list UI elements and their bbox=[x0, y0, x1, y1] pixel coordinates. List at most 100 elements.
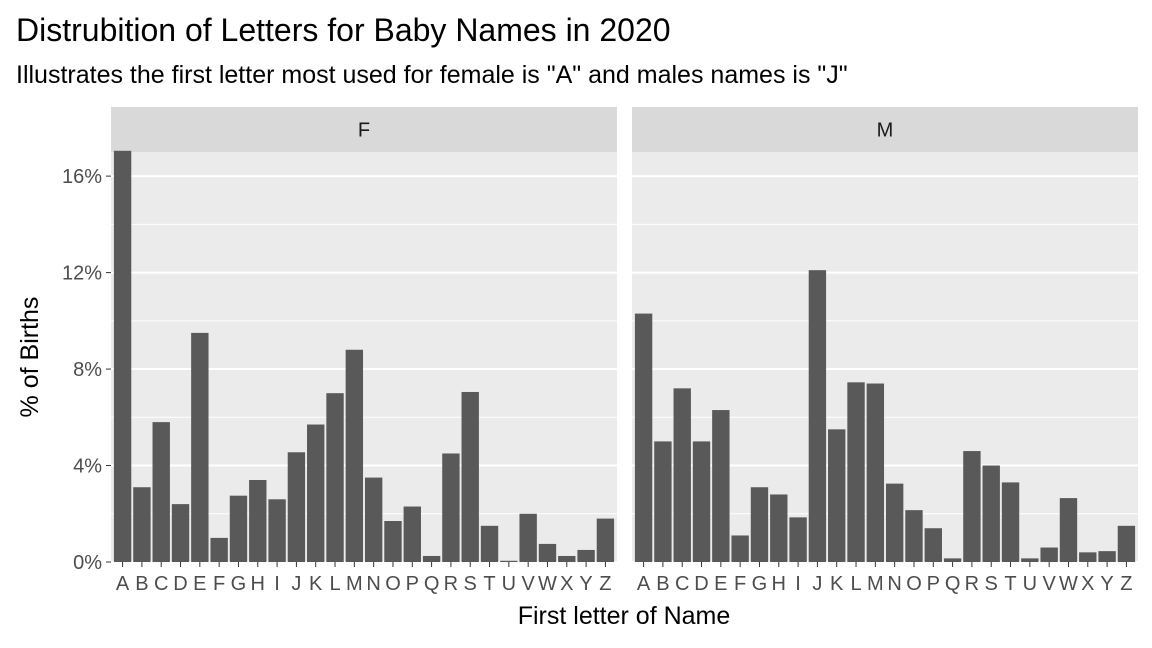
bar bbox=[133, 487, 151, 562]
bar bbox=[1098, 551, 1116, 562]
x-tick-label: G bbox=[752, 573, 768, 595]
bar bbox=[229, 495, 248, 562]
x-tick-label: Q bbox=[945, 573, 961, 595]
x-tick-label: W bbox=[1059, 573, 1078, 595]
y-tick-label: 0% bbox=[73, 552, 102, 574]
chart-title: Distrubition of Letters for Baby Names i… bbox=[16, 12, 671, 48]
bar bbox=[885, 483, 904, 562]
bar bbox=[171, 504, 190, 562]
bar bbox=[210, 537, 228, 562]
bar bbox=[963, 451, 981, 562]
bar bbox=[982, 465, 1000, 562]
bar bbox=[634, 313, 653, 562]
x-tick-label: S bbox=[464, 573, 477, 595]
x-tick-label: R bbox=[444, 573, 458, 595]
x-tick-label: L bbox=[329, 573, 340, 595]
bar bbox=[750, 487, 769, 562]
bar bbox=[152, 422, 170, 562]
x-tick-label: I bbox=[274, 573, 280, 595]
x-tick-label: D bbox=[694, 573, 708, 595]
facet-strip bbox=[632, 107, 1138, 152]
x-tick-label: D bbox=[173, 573, 187, 595]
y-tick-label: 4% bbox=[73, 456, 102, 478]
bar bbox=[287, 452, 306, 562]
bar bbox=[538, 543, 557, 562]
x-tick-label: F bbox=[213, 573, 225, 595]
x-tick-label: V bbox=[1042, 573, 1056, 595]
x-tick-label: M bbox=[867, 573, 884, 595]
bar bbox=[307, 424, 325, 562]
x-tick-label: E bbox=[193, 573, 206, 595]
x-tick-label: X bbox=[560, 573, 573, 595]
bar bbox=[558, 555, 576, 562]
bar bbox=[577, 549, 595, 562]
bar bbox=[403, 506, 421, 562]
x-tick-label: Y bbox=[579, 573, 592, 595]
y-tick-label: 16% bbox=[62, 166, 102, 188]
x-tick-label: V bbox=[521, 573, 535, 595]
bar bbox=[712, 410, 730, 562]
bar bbox=[924, 528, 942, 562]
bar bbox=[731, 535, 749, 562]
x-tick-label: U bbox=[502, 573, 516, 595]
x-tick-label: A bbox=[116, 573, 130, 595]
x-tick-label: H bbox=[251, 573, 265, 595]
x-tick-label: Z bbox=[599, 573, 611, 595]
x-axis-title: First letter of Name bbox=[518, 602, 731, 630]
bar bbox=[249, 480, 267, 562]
x-tick-label: Z bbox=[1120, 573, 1132, 595]
bar bbox=[692, 441, 711, 562]
bar bbox=[461, 391, 479, 562]
x-tick-label: K bbox=[309, 573, 323, 595]
facet-strip-label: F bbox=[358, 120, 370, 142]
x-tick-label: G bbox=[231, 573, 247, 595]
bar bbox=[1040, 547, 1058, 562]
bar bbox=[384, 521, 402, 562]
bar bbox=[519, 513, 537, 562]
x-tick-label: O bbox=[906, 573, 922, 595]
bar bbox=[268, 499, 286, 562]
bar bbox=[770, 494, 788, 562]
bar bbox=[1117, 525, 1136, 562]
panel-background bbox=[111, 152, 617, 562]
bar bbox=[480, 525, 499, 562]
bar bbox=[364, 477, 383, 562]
x-tick-label: B bbox=[135, 573, 148, 595]
bar bbox=[345, 349, 364, 562]
x-tick-label: B bbox=[656, 573, 669, 595]
x-tick-label: L bbox=[850, 573, 861, 595]
bar bbox=[673, 388, 691, 562]
y-tick-label: 12% bbox=[62, 263, 102, 285]
bar bbox=[1021, 558, 1039, 562]
bar bbox=[191, 332, 209, 562]
y-tick-label: 8% bbox=[73, 359, 102, 381]
x-tick-label: R bbox=[965, 573, 979, 595]
bar bbox=[1059, 498, 1078, 562]
x-tick-label: P bbox=[927, 573, 940, 595]
x-tick-label: P bbox=[406, 573, 419, 595]
x-tick-label: U bbox=[1023, 573, 1037, 595]
bar bbox=[943, 558, 962, 562]
x-tick-label: X bbox=[1081, 573, 1094, 595]
x-tick-label: J bbox=[812, 573, 822, 595]
facet-strip bbox=[111, 107, 617, 152]
bar bbox=[828, 429, 846, 562]
bar bbox=[113, 150, 132, 562]
x-tick-label: I bbox=[795, 573, 801, 595]
bar bbox=[866, 383, 885, 562]
x-tick-label: J bbox=[291, 573, 301, 595]
x-tick-label: M bbox=[346, 573, 363, 595]
bar bbox=[596, 518, 615, 562]
bar bbox=[654, 441, 672, 562]
x-tick-label: N bbox=[887, 573, 901, 595]
x-tick-label: E bbox=[714, 573, 727, 595]
x-tick-label: A bbox=[637, 573, 651, 595]
bar bbox=[442, 453, 460, 562]
bar bbox=[905, 510, 923, 562]
x-tick-label: T bbox=[483, 573, 495, 595]
chart-subtitle: Illustrates the first letter most used f… bbox=[16, 61, 848, 89]
bar bbox=[1079, 552, 1097, 562]
x-tick-label: O bbox=[385, 573, 401, 595]
x-tick-label: Y bbox=[1100, 573, 1113, 595]
